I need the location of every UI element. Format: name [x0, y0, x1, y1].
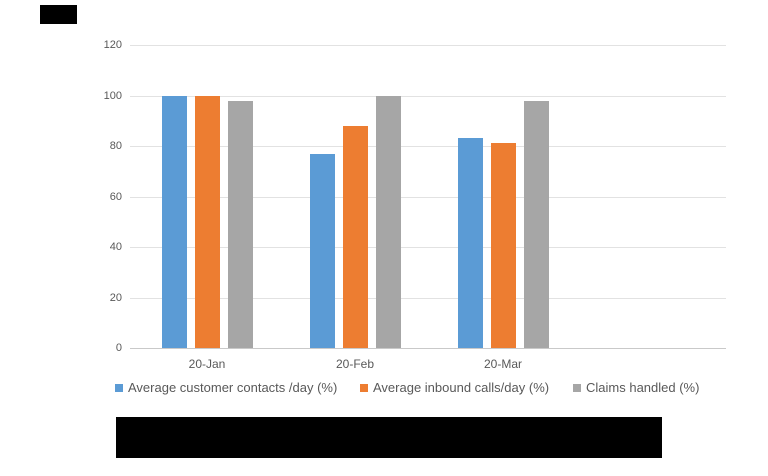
- legend-label: Claims handled (%): [586, 380, 700, 395]
- bar-20-Mar-series-1: [457, 138, 483, 348]
- y-tick-label: 60: [109, 190, 122, 203]
- redacted-header-block: [40, 5, 77, 24]
- y-tick-label: 20: [109, 291, 122, 304]
- x-tick-label: 20-Feb: [335, 357, 375, 371]
- y-tick-label: 120: [103, 39, 122, 51]
- gridline: [130, 146, 726, 147]
- gridline: [130, 95, 726, 97]
- x-axis-line: [130, 348, 726, 349]
- y-tick-label: 40: [109, 241, 122, 253]
- bar-20-Jan-series-1: [161, 95, 187, 348]
- legend-item: Average inbound calls/day (%): [360, 380, 549, 395]
- bar-20-Feb-series-3: [375, 95, 401, 348]
- bar-20-Feb-series-1: [309, 153, 335, 348]
- bar-20-Jan-series-3: [227, 100, 253, 348]
- y-tick-label: 80: [109, 140, 122, 152]
- chart-legend: Average customer contacts /day (%) Averag…: [0, 380, 768, 398]
- legend-item: Average customer contacts /day (%): [115, 380, 337, 395]
- plot-area: [130, 45, 726, 349]
- legend-item: Claims handled (%): [573, 380, 699, 395]
- gridline: [130, 45, 726, 46]
- legend-label: Average inbound calls/day (%): [373, 380, 550, 395]
- gridline: [130, 196, 726, 198]
- x-axis-tick-labels: 20-Jan 20-Feb 20-Mar: [130, 348, 726, 378]
- legend-swatch-icon: [360, 383, 368, 392]
- redacted-caption-block: [116, 417, 662, 458]
- bar-20-Jan-series-2: [194, 95, 220, 348]
- legend-swatch-icon: [573, 383, 581, 392]
- bar-20-Feb-series-2: [342, 125, 368, 348]
- legend-swatch-icon: [115, 383, 123, 392]
- y-axis-tick-labels: 0 20 40 60 80 100 120: [0, 39, 122, 354]
- gridline: [130, 297, 726, 299]
- x-tick-label: 20-Mar: [483, 357, 522, 371]
- bar-20-Mar-series-2: [490, 143, 516, 348]
- bar-20-Mar-series-3: [523, 100, 549, 348]
- x-tick-label: 20-Jan: [188, 357, 226, 371]
- y-tick-label: 100: [103, 89, 122, 102]
- y-tick-label: 0: [115, 342, 122, 354]
- gridline: [130, 247, 726, 248]
- legend-label: Average customer contacts /day (%): [128, 380, 338, 395]
